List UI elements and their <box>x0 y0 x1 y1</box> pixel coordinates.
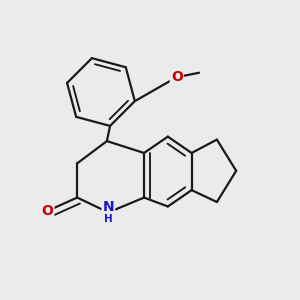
Text: N: N <box>103 200 114 214</box>
Text: H: H <box>104 214 113 224</box>
Text: O: O <box>171 70 183 84</box>
Text: O: O <box>41 204 53 218</box>
